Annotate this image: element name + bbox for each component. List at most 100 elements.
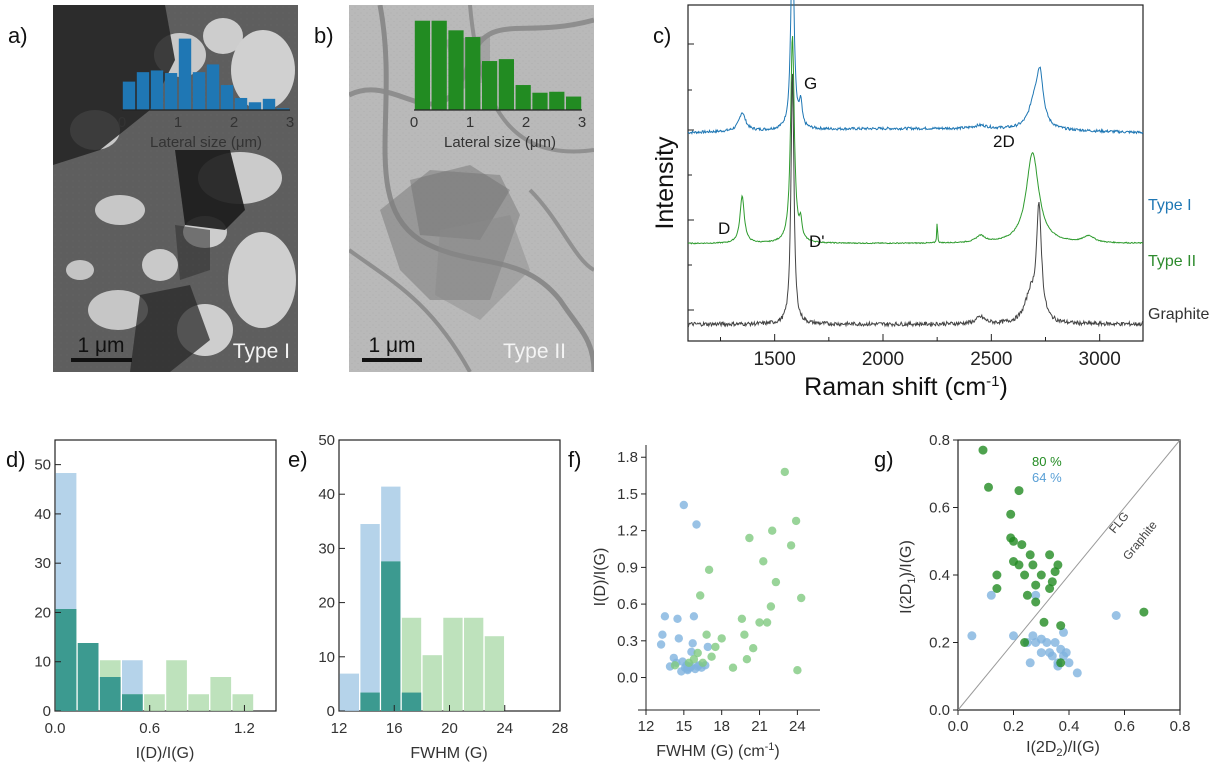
legend-graphite: Graphite [1148, 306, 1209, 323]
panel-d-label: d) [6, 447, 26, 472]
scatter-g-point-type-ii-9 [1014, 560, 1024, 570]
inset-a-bar-1 [136, 72, 150, 110]
hist-d-xtick-label-1: 0.6 [139, 720, 160, 737]
scatter-g-point-type-ii-2 [992, 570, 1002, 580]
hist-d-bar-overlap-0 [55, 609, 77, 711]
peak-label-d: D [718, 219, 730, 238]
scatter-g-point-type-ii-19 [1045, 550, 1055, 560]
hist-e-xtick-label-1: 16 [386, 720, 403, 737]
scatter-g-point-type-i-0 [967, 631, 977, 641]
scatter-g-point-type-ii-27 [1056, 658, 1066, 668]
peak-label-g: G [804, 74, 817, 93]
legend-type-i: Type I [1148, 197, 1192, 214]
hist-d-xlabel: I(D)/I(G) [136, 745, 195, 762]
inset-a-bar-10 [262, 98, 276, 110]
scatter-g-point-type-i-20 [1072, 668, 1082, 678]
scatter-g-point-type-ii-16 [1031, 597, 1041, 607]
scatter-g-point-type-ii-23 [1053, 560, 1063, 570]
scatter-f-point-type-ii-10 [717, 634, 726, 643]
scatter-g-point-type-ii-25 [1139, 607, 1149, 617]
diag-label-flg: FLG [1106, 509, 1132, 536]
inset-histogram-type-ii: 0 1 2 3 Lateral size (μm) [410, 20, 586, 151]
scatter-f-point-type-ii-8 [707, 652, 716, 661]
scatter-f-ytick-label-4: 1.2 [617, 523, 638, 540]
inset-b-bar-3 [465, 37, 481, 110]
scatter-f-point-type-ii-20 [766, 602, 776, 611]
hist-e-bar-type-ii-5 [443, 617, 463, 711]
peak-label-d-prime: D' [809, 232, 825, 251]
hist-d-bar-type-ii-6 [188, 694, 209, 711]
scatter-g-point-type-ii-18 [1039, 617, 1049, 627]
scatter-g-point-type-i-1 [986, 590, 996, 600]
scatter-g-point-type-i-18 [1061, 648, 1071, 658]
scatter-g-point-type-ii-4 [1006, 509, 1016, 519]
raman-line-graphite [687, 73, 1144, 328]
inset-a-bar-6 [206, 64, 220, 110]
panel-f-label: f) [568, 447, 581, 472]
inset-a-tick-1: 1 [174, 114, 182, 131]
inset-a-tick-0: 0 [118, 114, 126, 131]
scatter-f-xtick-label-2: 18 [713, 718, 730, 735]
scatter-f-point-type-ii-0 [670, 661, 680, 670]
scatter-g-diagonal [957, 439, 1181, 711]
scatter-g-xtick-label-4: 0.8 [1170, 718, 1191, 735]
inset-a-bar-11 [276, 108, 290, 110]
hist-d-xtick-label-0: 0.0 [45, 720, 66, 737]
panel-a-label: a) [8, 23, 28, 48]
scatter-f-point-type-ii-12 [737, 614, 747, 623]
scatter-f-point-type-ii-26 [793, 666, 802, 675]
scatter-g-point-type-i-2 [1009, 631, 1018, 641]
scatter-g-point-type-i-4 [1025, 658, 1035, 668]
hist-e-xtick-label-0: 12 [331, 720, 348, 737]
scatter-g-ytick-label-0: 0.0 [929, 702, 950, 719]
panel-c-label: c) [653, 23, 671, 48]
hist-e-ticks: 12 16 20 24 28 0 10 20 30 40 50 [318, 432, 568, 737]
scatter-f-point-type-ii-19 [762, 618, 772, 627]
inset-b-bar-6 [515, 85, 531, 110]
raman-xtick-label-2: 2500 [970, 349, 1012, 370]
scatter-f-ytick-label-0: 0.0 [617, 670, 638, 687]
panel-b-label: b) [314, 23, 334, 48]
panel-g-label: g) [874, 447, 894, 472]
scatter-f-point-type-i-21 [692, 520, 701, 529]
scatter-g-point-type-ii-15 [1031, 580, 1041, 590]
scatter-g-point-type-ii-11 [1020, 570, 1030, 580]
scatter-g-point-type-i-22 [1031, 590, 1041, 600]
scatter-f-point-type-i-10 [679, 500, 688, 510]
scatter-g-ylabel: I(2D1)/I(G) [898, 540, 918, 614]
scatter-g-points [967, 445, 1149, 678]
scatter-f-point-type-i-1 [658, 630, 667, 639]
raman-xtick-label-1: 2000 [862, 349, 904, 370]
scatter-g-xtick-label-3: 0.6 [1114, 718, 1135, 735]
hist-e-ytick-label-4: 40 [318, 486, 335, 503]
scatter-f-point-type-ii-9 [711, 642, 720, 652]
scatter-f-point-type-ii-22 [771, 577, 781, 587]
scatter-g-point-type-i-9 [1042, 638, 1052, 647]
scatter-g-point-type-ii-3 [992, 584, 1002, 593]
inset-b-bar-2 [448, 30, 464, 110]
inset-b-bar-1 [431, 20, 447, 110]
scatter-f-xtick-label-3: 21 [751, 718, 768, 735]
scatter-g-xtick-label-0: 0.0 [948, 718, 969, 735]
scatter-g-ytick-label-3: 0.6 [929, 500, 950, 517]
hist-d-frame [54, 439, 277, 712]
hist-d-bar-overlap-3 [122, 694, 143, 711]
scatter-g-point-type-ii-1 [984, 482, 993, 492]
type-label-a: Type I [233, 340, 290, 363]
inset-b-tick-3: 3 [578, 114, 586, 131]
scatter-f-point-type-ii-13 [740, 630, 749, 639]
scatter-f-point-type-i-18 [688, 639, 697, 648]
scatter-f-ytick-label-3: 0.9 [617, 559, 638, 576]
inset-a-bar-9 [248, 102, 262, 110]
scatter-g-point-type-i-16 [1059, 627, 1068, 637]
hist-e-bars [339, 486, 505, 711]
inset-b-bar-9 [566, 96, 582, 110]
inset-a-bar-4 [178, 38, 192, 111]
scatter-g-point-type-ii-13 [1025, 550, 1035, 560]
scatter-f-point-type-ii-7 [704, 565, 714, 574]
raman-line-type-i [687, 0, 1144, 135]
scatter-g-point-type-ii-12 [1022, 590, 1032, 600]
inset-b-tick-2: 2 [522, 114, 530, 131]
scatter-f-point-type-ii-17 [755, 618, 764, 627]
